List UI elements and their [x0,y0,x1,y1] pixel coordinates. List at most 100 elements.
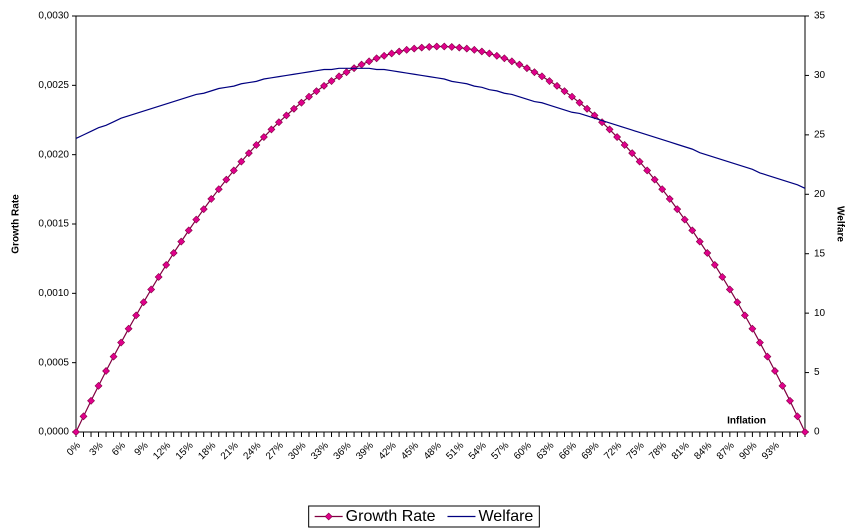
legend: Growth Rate Welfare [308,505,540,528]
data-point [357,60,366,69]
data-point [673,205,682,214]
data-point [688,226,697,235]
data-point [530,68,539,77]
x-tick-label: 90% [737,440,759,462]
data-point [801,428,809,436]
data-point [162,260,171,269]
data-point [620,141,629,149]
y-tick-label: 0,0005 [38,357,69,368]
data-point [132,311,141,320]
y2-tick-label: 10 [814,308,826,319]
y2-tick-label: 30 [814,70,826,81]
x-tick-label: 24% [241,440,263,462]
x-tick-label: 18% [196,440,218,462]
data-point [553,81,561,90]
data-point [147,285,156,294]
y-axis-title: Growth Rate [11,194,22,254]
y2-tick-label: 5 [814,367,820,378]
data-point [605,125,614,134]
data-point [124,324,133,333]
x-axis-title: Inflation [727,416,766,427]
data-point [282,111,291,120]
data-point [786,396,794,405]
data-point [410,44,419,53]
x-tick-label: 51% [444,440,466,462]
data-point [568,92,576,101]
data-point [763,352,772,361]
data-point [320,81,328,90]
data-point [192,215,201,224]
y2-tick-label: 15 [814,248,826,259]
y2-axis-title: Welfare [834,206,845,242]
x-tick-label: 63% [535,440,557,462]
data-point [771,367,779,375]
x-tick-label: 39% [354,440,376,462]
data-point [380,51,389,60]
data-point [169,249,178,257]
x-tick-label: 33% [309,440,331,462]
data-point [237,157,246,166]
data-point [665,194,674,203]
y-tick-label: 0,0030 [38,11,69,22]
data-point [417,43,426,52]
x-tick-label: 9% [133,440,151,458]
legend-item: Welfare [447,508,533,525]
data-point [184,226,193,235]
x-tick-label: 15% [174,440,196,462]
data-point [748,324,757,333]
x-tick-label: 21% [219,440,241,462]
legend-label: Growth Rate [346,508,436,525]
data-point [703,249,712,257]
y-tick-label: 0,0020 [38,149,69,160]
x-tick-label: 66% [557,440,579,462]
data-point [628,149,637,158]
data-point [335,72,343,81]
y2-tick-label: 25 [814,129,826,140]
data-point [447,42,456,51]
data-point [538,72,546,81]
data-point [154,273,163,281]
data-point [492,51,501,60]
data-point [695,237,704,246]
data-point [222,175,231,184]
data-point [72,428,80,436]
data-point [342,68,351,77]
data-point [402,45,411,54]
data-point [109,352,118,361]
data-point [290,104,298,113]
data-point [500,54,509,63]
data-point [312,87,321,96]
data-point [462,44,471,53]
data-point [94,381,103,390]
data-point [778,381,787,390]
data-point [87,396,95,405]
x-tick-label: 54% [467,440,489,462]
data-point [267,125,276,134]
data-point [177,237,186,246]
data-point [643,166,652,175]
legend-label: Welfare [478,508,533,525]
data-point [793,412,802,421]
data-point [680,215,689,224]
data-point [259,133,268,141]
x-tick-label: 0% [65,440,83,458]
legend-item: Growth Rate [314,508,436,525]
data-point [755,338,764,347]
data-point [583,104,591,113]
x-tick-label: 69% [580,440,602,462]
series-line [75,45,806,433]
data-point [523,64,531,73]
data-point [365,57,374,66]
legend-box [308,505,540,528]
y2-tick-label: 0 [814,427,820,438]
data-point [305,92,313,101]
data-point [560,87,569,96]
x-tick-label: 30% [287,440,309,462]
data-point [658,185,667,194]
data-point [507,57,516,66]
data-point [199,205,208,214]
data-point [327,77,336,85]
x-tick-label: 84% [692,440,714,462]
data-point [545,77,554,85]
